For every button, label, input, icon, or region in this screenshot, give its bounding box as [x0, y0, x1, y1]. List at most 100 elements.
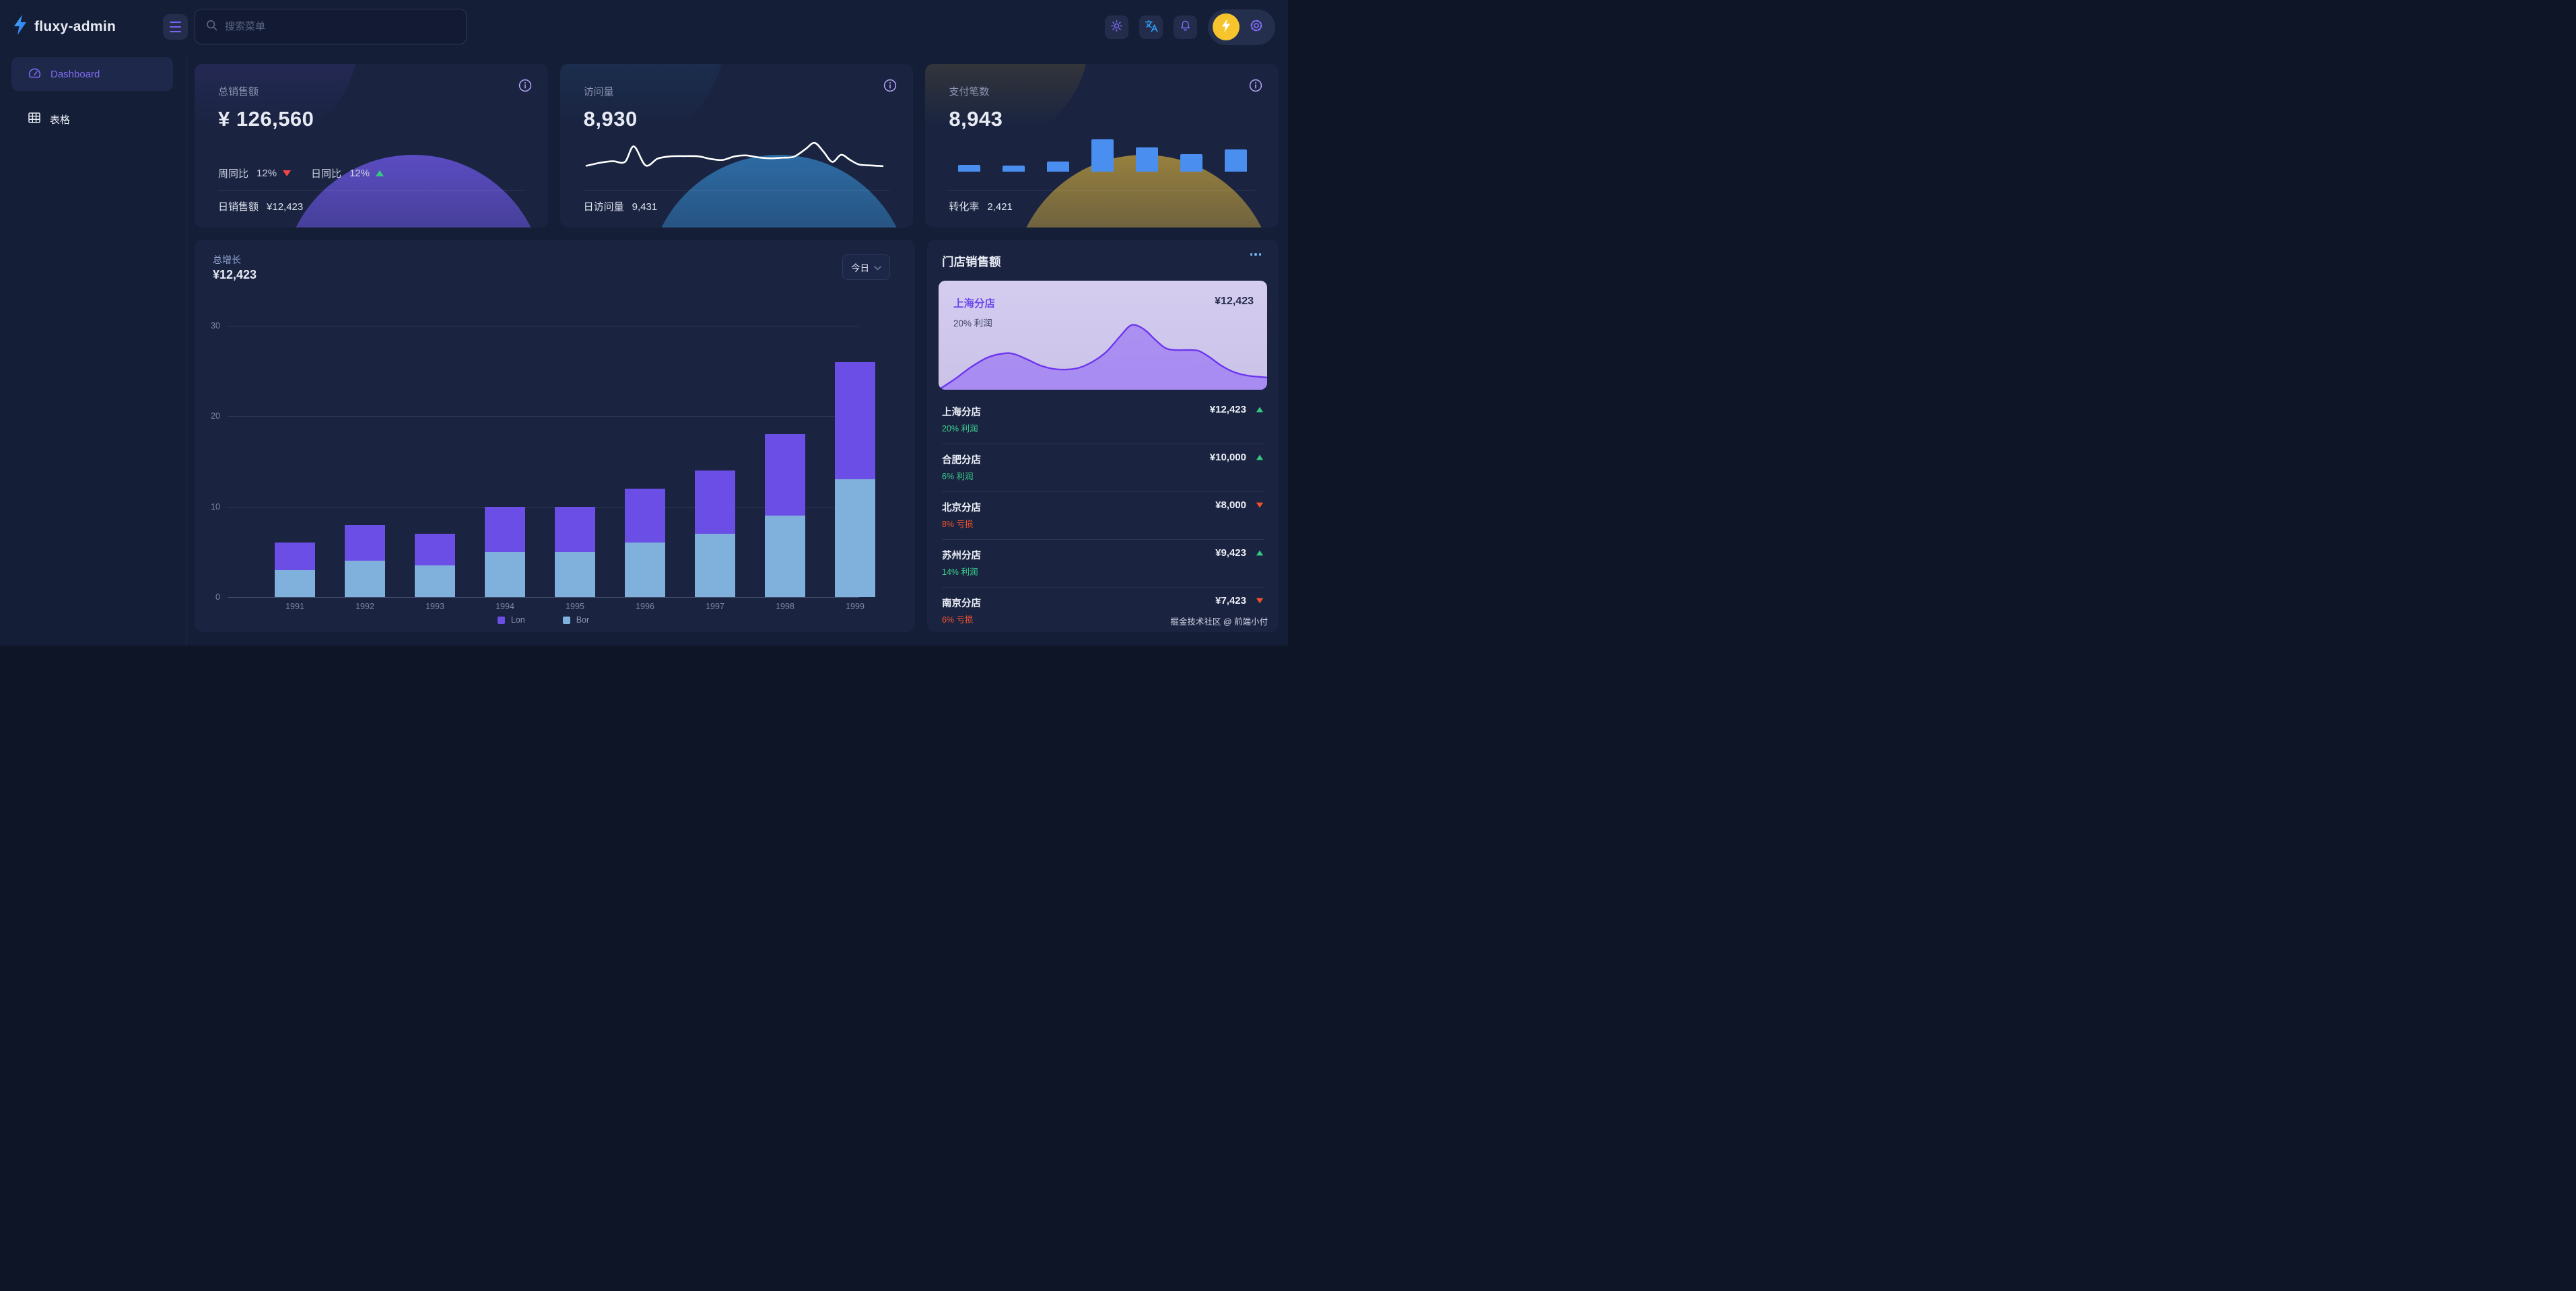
store-row[interactable]: 北京分店 8% 亏损 ¥8,000	[942, 492, 1264, 540]
bar-segment-lon	[555, 506, 595, 552]
menu-toggle-button[interactable]	[163, 14, 188, 40]
bar-segment-lon	[345, 524, 385, 561]
visits-sparkline	[585, 141, 883, 168]
trend-up-icon	[376, 170, 384, 176]
featured-store-value: ¥12,423	[1215, 295, 1254, 307]
card-title: 访问量	[583, 86, 614, 98]
logo-bolt-icon	[12, 15, 28, 38]
bar-segment-bor	[555, 551, 595, 597]
bar-segment-lon	[695, 470, 735, 534]
payments-minibar-chart	[958, 139, 1248, 172]
featured-store-card[interactable]: 上海分店 ¥12,423 20% 利润	[939, 281, 1267, 390]
sidebar-item-label: 表格	[50, 114, 71, 126]
decoration-circle	[925, 64, 1090, 148]
sidebar-item-label: Dashboard	[50, 68, 100, 80]
gridline	[228, 506, 859, 508]
card-title: 支付笔数	[949, 86, 990, 98]
store-row[interactable]: 苏州分店 14% 利润 ¥9,423	[942, 540, 1264, 588]
app-root: fluxy-admin	[0, 0, 1288, 646]
mini-bar	[1225, 149, 1248, 172]
search-input-wrap[interactable]	[195, 9, 467, 44]
x-axis-tick: 1993	[426, 602, 444, 611]
bar-1991	[275, 543, 315, 597]
brand-name: fluxy-admin	[34, 18, 116, 34]
theme-light-button[interactable]	[1105, 15, 1128, 39]
y-axis-tick: 10	[211, 501, 220, 512]
store-row[interactable]: 合肥分店 6% 利润 ¥10,000	[942, 444, 1264, 492]
store-row[interactable]: 南京分店 6% 亏损 ¥7,423	[942, 588, 1264, 632]
legend-swatch	[497, 616, 505, 624]
watermark: 掘金技术社区 @ 前端小付	[1170, 617, 1268, 627]
x-axis-tick: 1999	[846, 602, 865, 611]
app-header: fluxy-admin	[0, 0, 1288, 54]
store-row[interactable]: 上海分店 20% 利润 ¥12,423	[942, 396, 1264, 444]
mini-bar	[1180, 154, 1203, 172]
bar-1997	[695, 470, 735, 597]
bolt-icon	[1221, 18, 1231, 36]
card-value: ¥ 126,560	[218, 107, 314, 131]
legend-item-lon: Lon	[497, 615, 525, 625]
bar-1994	[485, 506, 525, 597]
notifications-button[interactable]	[1174, 15, 1197, 39]
search-icon	[205, 19, 218, 35]
mini-bar	[1136, 147, 1159, 172]
chevron-down-icon	[874, 263, 881, 273]
panel-title: 门店销售额	[942, 255, 1001, 269]
decoration-circle	[560, 64, 724, 148]
store-sales-panel: 门店销售额 上海分店 ¥12,423 20% 利润 上海分店 20% 利润 ¥1…	[927, 240, 1279, 632]
card-total-sales: 总销售额 ¥ 126,560 周同比 12% 日同比 12%	[195, 64, 548, 228]
x-axis-tick: 1997	[706, 602, 724, 611]
stat-cards-row: 总销售额 ¥ 126,560 周同比 12% 日同比 12%	[195, 64, 1279, 228]
bar-1999	[835, 361, 875, 597]
gridline	[228, 597, 859, 598]
bar-1993	[415, 533, 455, 597]
bar-1996	[625, 488, 665, 597]
stacked-bar-chart: 0 10 20 30	[211, 321, 875, 602]
bar-segment-bor	[625, 543, 665, 597]
bar-segment-bor	[695, 533, 735, 597]
gear-icon	[1248, 18, 1264, 37]
bar-segment-lon	[275, 543, 315, 570]
x-axis-tick: 1996	[636, 602, 654, 611]
search-input[interactable]	[225, 21, 456, 32]
theme-knob	[1213, 13, 1240, 40]
main-row: 总增长 ¥12,423 今日 0 10 20 30 1991 1992 1993 1994 1…	[195, 240, 1279, 632]
growth-chart-card: 总增长 ¥12,423 今日 0 10 20 30 1991 1992 1993 1994 1…	[195, 240, 915, 632]
trend-icon	[1256, 598, 1264, 604]
card-payments: 支付笔数 8,943 转化率 2,421	[925, 64, 1279, 228]
language-button[interactable]	[1139, 15, 1163, 39]
featured-area-chart	[939, 324, 1267, 390]
trend-down-icon	[283, 170, 292, 176]
trend-icon	[1256, 502, 1264, 508]
bar-segment-bor	[835, 479, 875, 597]
brand-logo: fluxy-admin	[12, 15, 116, 38]
mini-bar	[958, 165, 981, 172]
info-icon[interactable]	[518, 79, 532, 92]
header-actions	[1105, 0, 1275, 54]
card-footer: 日访问量 9,431	[583, 201, 658, 213]
trend-icon	[1256, 407, 1264, 413]
bar-segment-lon	[625, 488, 665, 543]
theme-toggle[interactable]	[1208, 9, 1275, 45]
more-icon[interactable]	[1248, 250, 1264, 258]
sidebar-item-dashboard[interactable]: Dashboard	[11, 57, 173, 91]
bar-1995	[555, 506, 595, 597]
x-axis-labels: 1991 1992 1993 1994 1995 1996 1997 1998 1999	[228, 602, 865, 614]
card-title: 总销售额	[218, 86, 259, 98]
info-icon[interactable]	[883, 79, 897, 92]
card-visits: 访问量 8,930 日访问量 9,431	[560, 64, 914, 228]
bar-segment-lon	[765, 434, 805, 516]
featured-store-profit: 20% 利润	[953, 318, 992, 328]
chart-legend: Lon Bor	[228, 615, 859, 625]
card-value: 8,930	[583, 107, 638, 131]
card-value: 8,943	[949, 107, 1003, 131]
sidebar: Dashboard 表格	[0, 54, 187, 646]
range-select[interactable]: 今日	[842, 254, 890, 280]
info-icon[interactable]	[1249, 79, 1262, 92]
y-axis-tick: 0	[215, 592, 220, 602]
sidebar-item-table[interactable]: 表格	[11, 102, 173, 136]
featured-store-name: 上海分店	[953, 298, 996, 310]
x-axis-tick: 1995	[566, 602, 584, 611]
y-axis-tick: 30	[211, 321, 220, 330]
x-axis-tick: 1998	[776, 602, 794, 611]
